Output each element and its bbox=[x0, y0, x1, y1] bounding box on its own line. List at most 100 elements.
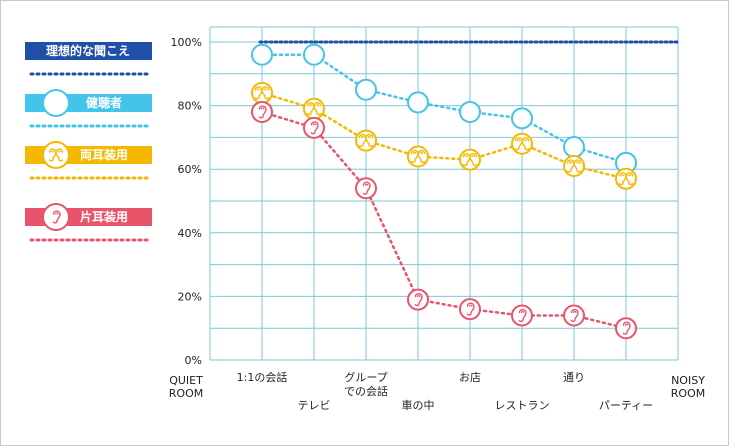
data-point-one bbox=[511, 304, 533, 327]
legend-item-one: 片耳装用 bbox=[25, 203, 152, 242]
ear-glyph-left bbox=[254, 86, 263, 100]
ear-glyph-left bbox=[566, 159, 575, 173]
data-point-one bbox=[459, 298, 481, 321]
chart-grid bbox=[209, 26, 679, 361]
ear-glyph bbox=[306, 102, 315, 116]
data-point-one bbox=[407, 288, 429, 311]
legend-label: 片耳装用 bbox=[80, 209, 128, 224]
data-point-one bbox=[303, 116, 325, 139]
legend-label: 両耳装用 bbox=[80, 147, 128, 162]
x-end-label-quiet: QUIET ROOM bbox=[169, 374, 203, 400]
ear-glyph-inner bbox=[360, 136, 365, 139]
ear-glyph-inner bbox=[620, 174, 625, 177]
marker-ear-one bbox=[518, 308, 527, 323]
ear-glyph-right bbox=[625, 172, 634, 186]
ear-glyph-inner bbox=[468, 304, 473, 307]
y-tick-label: 100% bbox=[171, 36, 202, 49]
legend-label: 健聴者 bbox=[86, 95, 122, 110]
y-axis-ticks: 0% 20% 40% 60% 80% 100% bbox=[171, 36, 202, 367]
x-tick-line: パーティー bbox=[599, 399, 653, 412]
ear-glyph bbox=[469, 153, 478, 167]
ear-glyph-inner bbox=[308, 104, 313, 107]
marker-ear-one bbox=[310, 121, 319, 135]
ear-glyph-inner bbox=[516, 139, 521, 142]
ear-glyph-right bbox=[417, 149, 426, 164]
ear-glyph-left bbox=[410, 149, 419, 164]
ear-glyph-inner bbox=[54, 212, 59, 215]
ear-glyph-right bbox=[573, 159, 582, 173]
marker-ears-both bbox=[306, 102, 322, 116]
ear-glyph-right bbox=[365, 133, 374, 148]
marker-ear-one bbox=[414, 292, 423, 307]
marker-ears-both bbox=[618, 172, 634, 186]
ear-glyph bbox=[521, 137, 530, 151]
ear-glyph-inner bbox=[471, 155, 476, 158]
ear-glyph-inner bbox=[520, 310, 525, 314]
ear-glyph-inner bbox=[57, 150, 62, 153]
x-tick-line: 1:1の会話 bbox=[237, 370, 288, 384]
ear-glyph-inner bbox=[624, 323, 629, 326]
marker-ear-one bbox=[622, 321, 631, 335]
data-point-normal bbox=[563, 135, 585, 158]
x-tick-label: レストラン bbox=[495, 399, 550, 412]
ear-glyph bbox=[625, 172, 634, 186]
ear-glyph bbox=[410, 149, 419, 164]
x-tick-label: 車の中 bbox=[402, 398, 435, 412]
data-point-normal bbox=[355, 78, 377, 101]
ear-glyph bbox=[514, 137, 523, 151]
ear-glyph bbox=[48, 148, 57, 162]
ear-glyph bbox=[313, 102, 322, 116]
ear-glyph-right bbox=[55, 148, 64, 162]
legend-item-ideal: 理想的な聞こえ bbox=[25, 42, 152, 76]
ear-glyph-inner bbox=[523, 139, 528, 142]
legend-ears bbox=[48, 148, 64, 162]
data-point-one bbox=[563, 304, 585, 327]
y-tick-label: 80% bbox=[178, 100, 202, 113]
legend-ear bbox=[52, 210, 61, 224]
marker-ear-one bbox=[466, 302, 475, 316]
chart-series bbox=[251, 40, 680, 340]
x-tick-label: テレビ bbox=[298, 399, 331, 412]
ear-glyph bbox=[55, 148, 64, 162]
x-tick-line: 通り bbox=[563, 371, 585, 384]
x-end-label-noisy: NOISY ROOM bbox=[671, 374, 705, 400]
y-tick-label: 20% bbox=[178, 290, 202, 303]
ear-glyph bbox=[362, 181, 371, 195]
legend-marker bbox=[42, 89, 70, 117]
data-point-normal bbox=[459, 100, 481, 123]
ear-glyph bbox=[573, 159, 582, 173]
ear-glyph bbox=[570, 308, 579, 323]
ear-glyph-inner bbox=[412, 151, 417, 155]
marker-ears-both bbox=[514, 137, 530, 151]
data-point-normal bbox=[303, 43, 325, 66]
marker-ears-both bbox=[566, 159, 582, 173]
series-line-one bbox=[260, 110, 628, 330]
ear-glyph-inner bbox=[364, 183, 369, 186]
ear-glyph bbox=[261, 86, 270, 100]
ear-glyph-right bbox=[313, 102, 322, 116]
data-point-normal bbox=[407, 91, 429, 114]
legend-label: 理想的な聞こえ bbox=[46, 43, 130, 58]
ear-glyph-inner bbox=[572, 310, 577, 314]
ear-glyph-right bbox=[469, 153, 478, 167]
ear-glyph-left bbox=[462, 153, 471, 167]
marker-ears-both bbox=[254, 86, 270, 100]
ear-glyph-inner bbox=[464, 155, 469, 158]
ear-glyph-left bbox=[358, 133, 367, 148]
ear-glyph bbox=[365, 133, 374, 148]
legend-swatch bbox=[25, 42, 152, 60]
x-tick-label: グループでの会話 bbox=[344, 370, 388, 398]
x-end-line: NOISY bbox=[671, 374, 705, 387]
ear-glyph bbox=[466, 302, 475, 316]
ear-glyph-left bbox=[48, 148, 57, 162]
ear-glyph-right bbox=[261, 86, 270, 100]
x-end-line: ROOM bbox=[169, 387, 203, 400]
ear-glyph-inner bbox=[416, 295, 421, 298]
ear-glyph bbox=[414, 292, 423, 307]
marker-ears-both bbox=[410, 149, 426, 164]
ear-glyph-inner bbox=[50, 150, 55, 153]
x-tick-line: グループ bbox=[344, 370, 387, 384]
